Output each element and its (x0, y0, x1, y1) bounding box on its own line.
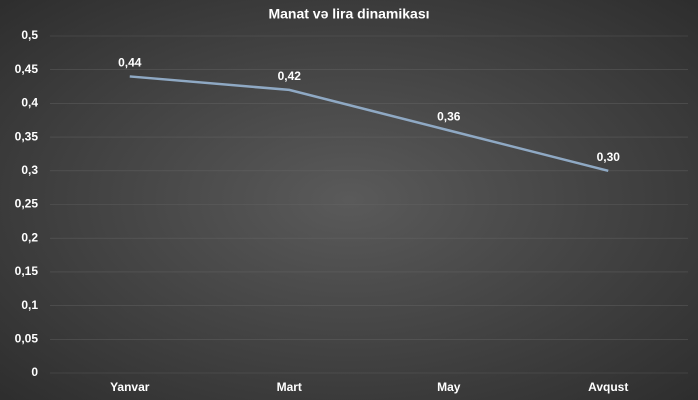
y-tick-label: 0,45 (15, 62, 39, 76)
y-tick-label: 0,25 (15, 197, 39, 211)
y-tick-label: 0 (31, 365, 38, 379)
chart-title: Manat və lira dinamikası (268, 6, 429, 22)
y-tick-label: 0,1 (21, 298, 38, 312)
line (129, 75, 609, 173)
y-tick-label: 0,2 (21, 230, 38, 244)
data-label: 0,30 (597, 150, 621, 164)
data-label: 0,36 (437, 110, 461, 124)
x-tick-label: Mart (277, 380, 302, 394)
data-label: 0,42 (278, 69, 302, 83)
y-tick-label: 0,15 (15, 264, 39, 278)
x-tick-label: Yanvar (110, 380, 150, 394)
y-tick-label: 0,05 (15, 331, 39, 345)
y-tick-label: 0,3 (21, 163, 38, 177)
y-tick-label: 0,35 (15, 129, 39, 143)
x-tick-label: May (437, 380, 461, 394)
data-label: 0,44 (118, 56, 142, 70)
x-tick-label: Avqust (588, 380, 628, 394)
y-tick-label: 0,4 (21, 96, 38, 110)
y-tick-label: 0,5 (21, 28, 38, 42)
